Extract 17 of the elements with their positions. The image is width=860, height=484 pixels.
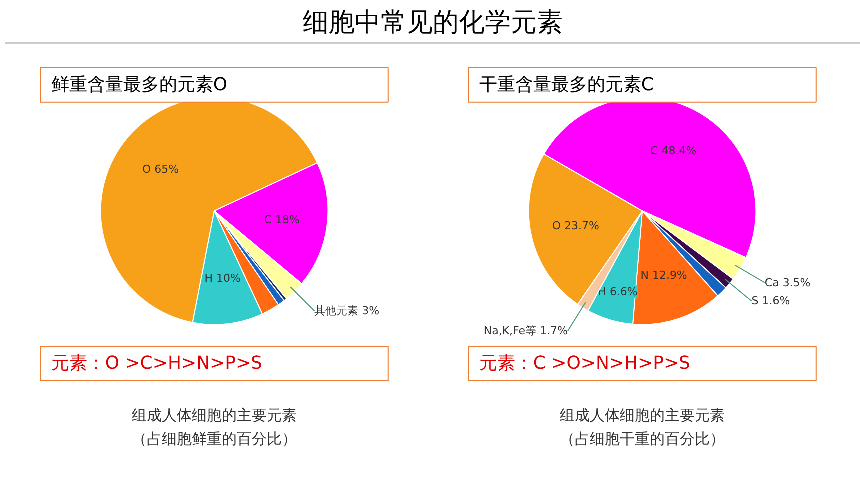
slice-label: S 1.6% [752,294,790,308]
slice-label: O 65% [142,162,180,176]
slice-label: C 18% [264,213,300,226]
text: 元素：O >C>H>N>P>S [51,353,262,374]
slice-label: 其他元素 3% [314,304,380,318]
slice-label: Ca 3.5% [764,276,811,290]
slice-label: H 10% [204,272,241,285]
slice-label: C 48.4% [650,144,697,158]
slice-label: N 12.9% [640,268,688,282]
text: 细胞中常见的化学元素 [5,5,860,44]
text: 元素：C >O>N>H>P>S [479,353,690,374]
slice-label: Na,K,Fe等 1.7% [484,324,568,338]
slice-label: O 23.7% [552,219,600,232]
text: 鲜重含量最多的元素O [51,74,228,96]
text: 组成人体细胞的主要元素（占细胞干重的百分比） [560,406,725,448]
text: 干重含量最多的元素C [479,74,654,96]
text: 组成人体细胞的主要元素（占细胞鲜重的百分比） [132,406,297,448]
